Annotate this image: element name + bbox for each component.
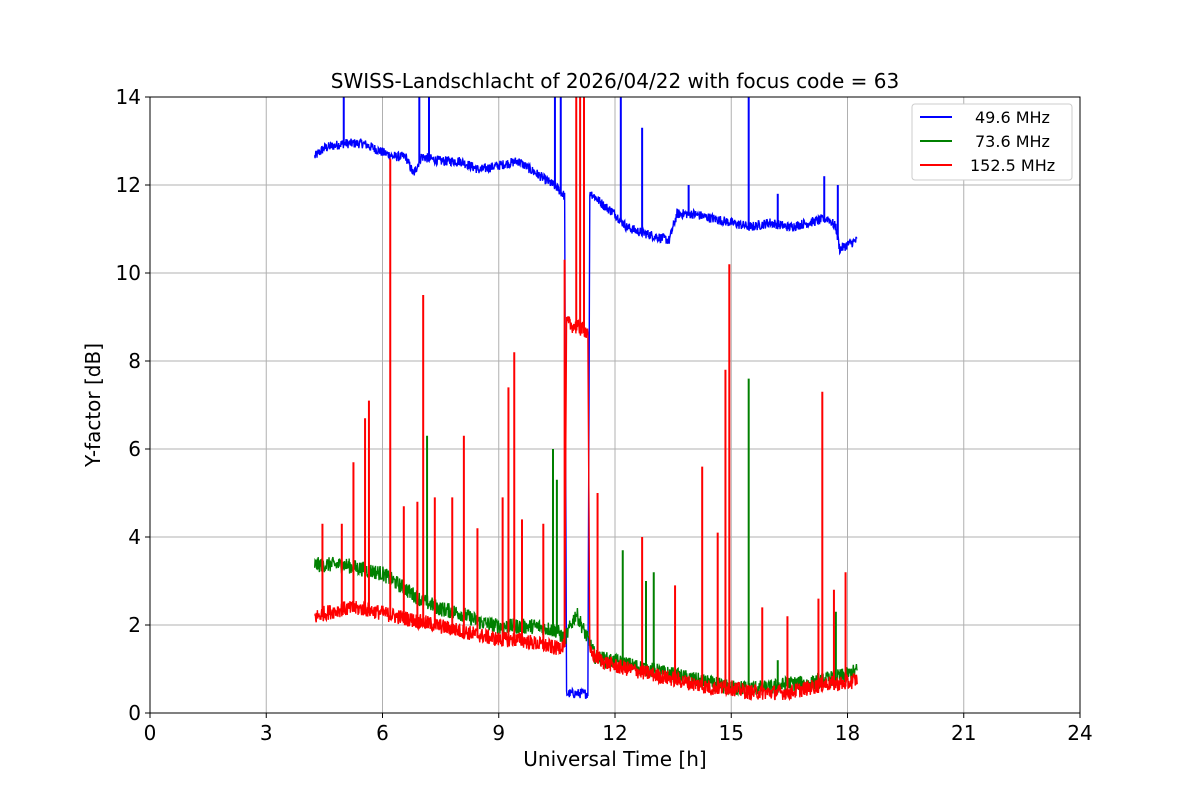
x-tick-label: 6 — [376, 721, 389, 745]
x-tick-label: 12 — [602, 721, 627, 745]
series-line — [314, 316, 858, 702]
y-tick-label: 12 — [116, 173, 141, 197]
x-tick-label: 0 — [144, 721, 157, 745]
y-tick-label: 8 — [128, 349, 141, 373]
y-tick-label: 4 — [128, 525, 141, 549]
legend-frame — [911, 103, 1073, 181]
x-axis-title: Universal Time [h] — [523, 747, 706, 771]
series-line — [313, 556, 858, 697]
legend-label-152-5: 152.5 MHz — [970, 156, 1055, 175]
y-tick-label: 6 — [128, 437, 141, 461]
series-layer — [313, 97, 858, 702]
x-tick-label: 24 — [1067, 721, 1092, 745]
series-49-6-mhz — [313, 97, 858, 700]
x-tick-label: 21 — [951, 721, 976, 745]
legend-label-49-6: 49.6 MHz — [975, 108, 1050, 127]
y-tick-label: 14 — [116, 85, 141, 109]
legend: 49.6 MHz 73.6 MHz 152.5 MHz — [911, 103, 1073, 181]
series-line — [313, 138, 858, 700]
x-tick-label: 18 — [835, 721, 860, 745]
grid — [149, 96, 1081, 714]
series-152-5-mhz — [314, 97, 858, 702]
y-tick-label: 10 — [116, 261, 141, 285]
y-axis-title: Y-factor [dB] — [81, 343, 105, 468]
y-tick-label: 2 — [128, 613, 141, 637]
chart-title: SWISS-Landschlacht of 2026/04/22 with fo… — [331, 69, 899, 93]
x-tick-label: 9 — [492, 721, 505, 745]
x-tick-label: 3 — [260, 721, 273, 745]
x-tick-label: 15 — [719, 721, 744, 745]
legend-label-73-6: 73.6 MHz — [975, 132, 1050, 151]
y-tick-label: 0 — [128, 701, 141, 725]
